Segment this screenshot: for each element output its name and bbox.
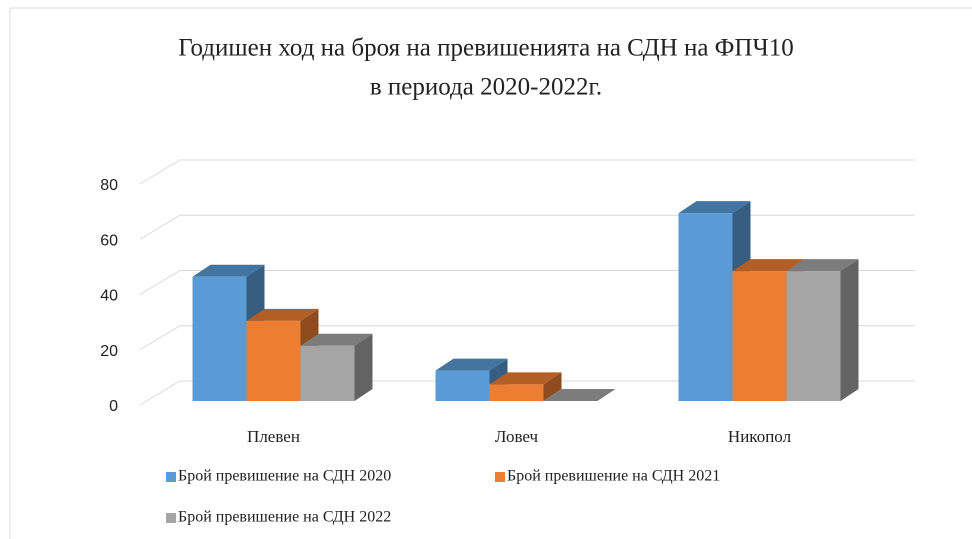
bar-face [840,259,859,401]
bar-face [732,259,805,272]
bar-face [192,264,265,277]
bar-face [786,259,859,272]
legend-label: Брой превишение на СДН 2022 [178,509,391,526]
bar-face [300,333,373,346]
y-tick-label: 0 [109,398,118,415]
chart-title: Годишен ход на броя на превишенията на С… [178,35,793,62]
y-tick-label: 80 [100,177,118,194]
grid-line [139,270,915,295]
bar-face [435,370,490,401]
grid-line [139,214,915,240]
bar-face [678,213,733,401]
y-tick-label: 20 [100,343,118,360]
grid-line [139,159,915,185]
bar-face [489,372,562,385]
bar-face [192,276,247,401]
grid-line [139,380,915,406]
bar-face [543,372,562,401]
x-tick-label: Никопол [728,427,792,446]
grid-line [139,325,915,351]
legend-label: Брой превишение на СДН 2020 [178,468,391,485]
bar [543,389,616,401]
bar-face [678,201,751,214]
x-tick-label: Ловеч [495,427,539,446]
y-tick-label: 40 [100,288,118,305]
bar-face [489,384,544,401]
legend-label: Брой превишение на СДН 2021 [507,468,720,485]
bar-face [246,308,319,321]
bar-face [435,358,508,371]
bar [489,372,562,401]
bar-face [300,345,355,401]
bar [300,333,373,401]
legend-swatch [166,472,176,482]
bar-face [732,271,787,401]
chart-subtitle: в периода 2020-2022г. [370,74,602,101]
bar-face [246,320,301,401]
legend-swatch [166,513,176,523]
x-tick-label: Плевен [247,427,300,446]
bar-face [543,389,616,401]
y-tick-label: 60 [100,232,118,249]
bar-face [786,271,841,401]
bar-face [354,333,373,401]
legend-swatch [495,472,505,482]
bar [786,259,859,401]
